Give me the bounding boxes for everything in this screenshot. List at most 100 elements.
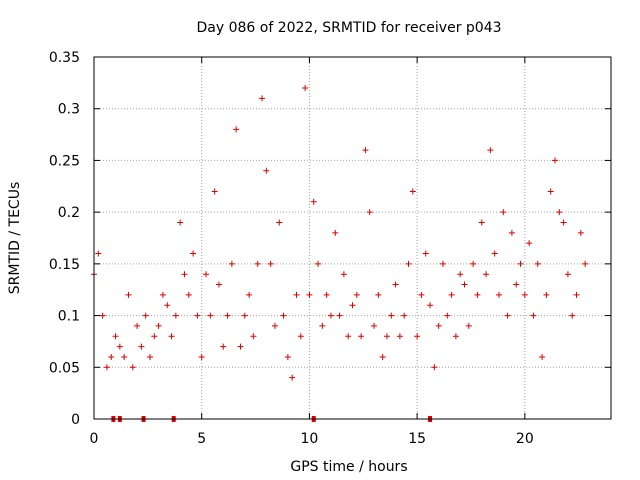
data-point: [121, 353, 128, 360]
x-tick-label: 15: [408, 431, 426, 447]
data-point: [280, 312, 287, 319]
data-point: [349, 302, 356, 309]
y-tick-label: 0.25: [49, 153, 80, 169]
data-point: [366, 209, 373, 216]
data-point: [371, 322, 378, 329]
y-tick-label: 0.05: [49, 360, 80, 376]
data-point: [99, 312, 106, 319]
x-tick-label: 5: [197, 431, 206, 447]
data-point: [461, 281, 468, 288]
x-tick-labels: 0 5 10 15 20: [90, 431, 534, 447]
data-point: [487, 147, 494, 154]
data-point: [151, 333, 158, 340]
data-point: [409, 188, 416, 195]
data-point: [116, 343, 123, 350]
data-point: [276, 219, 283, 226]
data-point: [340, 271, 347, 278]
data-point: [271, 322, 278, 329]
x-tick-label: 20: [516, 431, 534, 447]
data-point: [358, 333, 365, 340]
data-point: [198, 353, 205, 360]
data-point: [112, 333, 119, 340]
data-point: [573, 291, 580, 298]
data-point: [129, 364, 136, 371]
data-point: [539, 353, 546, 360]
data-point: [215, 281, 222, 288]
data-point: [353, 291, 360, 298]
data-point: [560, 219, 567, 226]
data-point: [284, 353, 291, 360]
data-point: [500, 209, 507, 216]
data-point: [491, 250, 498, 257]
data-point: [125, 291, 132, 298]
data-point: [302, 85, 309, 92]
data-point: [474, 291, 481, 298]
axis-ticks: [93, 56, 611, 420]
data-point: [138, 343, 145, 350]
data-point: [418, 291, 425, 298]
data-point: [297, 333, 304, 340]
data-point: [134, 322, 141, 329]
data-point: [327, 312, 334, 319]
x-tick-label: 10: [301, 431, 319, 447]
data-point: [211, 188, 218, 195]
data-point: [267, 260, 274, 267]
data-point: [362, 147, 369, 154]
data-points: [91, 85, 589, 381]
data-point: [190, 250, 197, 257]
x-tick-label: 0: [90, 431, 99, 447]
data-point: [582, 260, 589, 267]
data-point: [457, 271, 464, 278]
data-point: [547, 188, 554, 195]
data-point: [556, 209, 563, 216]
data-point: [181, 271, 188, 278]
data-point: [95, 250, 102, 257]
data-point: [521, 291, 528, 298]
data-point: [254, 260, 261, 267]
data-point: [504, 312, 511, 319]
data-point: [259, 95, 266, 102]
data-point: [177, 219, 184, 226]
data-point: [293, 291, 300, 298]
data-point: [405, 260, 412, 267]
data-point: [103, 364, 110, 371]
data-point: [224, 312, 231, 319]
data-point: [142, 312, 149, 319]
data-point: [401, 312, 408, 319]
chart-title: Day 086 of 2022, SRMTID for receiver p04…: [196, 20, 501, 36]
data-point: [207, 312, 214, 319]
data-point: [332, 229, 339, 236]
y-tick-labels: 0 0.05 0.1 0.15 0.2 0.25 0.3 0.35: [49, 50, 80, 428]
data-point: [147, 353, 154, 360]
data-point: [228, 260, 235, 267]
data-point: [577, 229, 584, 236]
y-tick-label: 0.15: [49, 257, 80, 273]
plot-frame: [93, 56, 612, 420]
data-point: [439, 260, 446, 267]
data-point: [517, 260, 524, 267]
data-point: [323, 291, 330, 298]
data-point: [375, 291, 382, 298]
data-point: [315, 260, 322, 267]
data-point: [448, 291, 455, 298]
data-point: [379, 353, 386, 360]
data-point: [513, 281, 520, 288]
data-point: [470, 260, 477, 267]
data-point: [108, 353, 115, 360]
data-point: [392, 281, 399, 288]
data-point: [478, 219, 485, 226]
data-point: [185, 291, 192, 298]
data-point: [483, 271, 490, 278]
data-point: [396, 333, 403, 340]
data-point: [564, 271, 571, 278]
data-point: [263, 167, 270, 174]
data-point: [465, 322, 472, 329]
data-point: [530, 312, 537, 319]
grid: [94, 57, 611, 419]
data-point: [164, 302, 171, 309]
data-point: [336, 312, 343, 319]
y-tick-label: 0.3: [58, 102, 80, 118]
data-point: [427, 302, 434, 309]
data-point: [172, 312, 179, 319]
data-point: [388, 312, 395, 319]
